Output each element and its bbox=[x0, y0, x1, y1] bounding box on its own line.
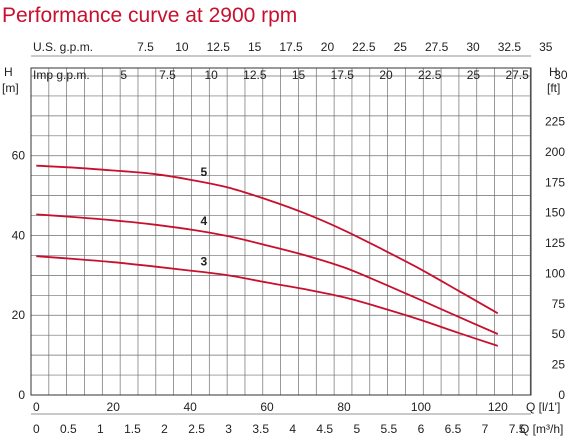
x-imp-gpm-tick-label: 15 bbox=[292, 68, 306, 82]
x-m3h-tick-label: 2 bbox=[161, 422, 168, 436]
x-m3h-tick-label: 6.5 bbox=[445, 422, 462, 436]
y-right-tick-label: 200 bbox=[545, 145, 565, 159]
pump-curve-5 bbox=[36, 164, 499, 315]
x-imp-gpm-axis-label: Imp g.p.m. bbox=[33, 68, 90, 82]
x-imp-gpm-tick-label: 10 bbox=[204, 68, 218, 82]
x-main-axis-label: Q [l/1'] bbox=[526, 400, 560, 414]
y-left-axis-unit: [m] bbox=[2, 81, 19, 95]
x-m3h-tick-label: 4 bbox=[289, 422, 296, 436]
y-right-tick-label: 175 bbox=[545, 175, 565, 189]
x-imp-gpm-tick-label: 27.5 bbox=[505, 68, 529, 82]
pump-curve-4 bbox=[36, 213, 499, 335]
x-m3h-axis-label: Q [m³/h] bbox=[520, 422, 563, 436]
pump-curve-3 bbox=[36, 255, 499, 347]
y-left-tick-label: 0 bbox=[18, 388, 25, 402]
x-us-gpm-tick-label: 10 bbox=[175, 40, 189, 54]
curve-label-5: 5 bbox=[201, 165, 208, 179]
y-right-tick-label: 75 bbox=[552, 297, 566, 311]
curve-label-4: 4 bbox=[201, 214, 208, 228]
x-m3h-tick-label: 7 bbox=[482, 422, 489, 436]
x-imp-gpm-tick-label: 20 bbox=[379, 68, 393, 82]
y-left-tick-label: 20 bbox=[12, 308, 26, 322]
x-main-tick-label: 20 bbox=[107, 400, 121, 414]
curve-label-3: 3 bbox=[201, 254, 208, 268]
x-us-gpm-tick-label: 35 bbox=[539, 40, 553, 54]
y-right-tick-label: 150 bbox=[545, 206, 565, 220]
x-main-tick-label: 120 bbox=[488, 400, 508, 414]
x-m3h-tick-label: 1 bbox=[97, 422, 104, 436]
x-imp-gpm-tick-label: 5 bbox=[120, 68, 127, 82]
x-us-gpm-tick-label: 12.5 bbox=[207, 40, 231, 54]
x-m3h-tick-label: 2.5 bbox=[188, 422, 205, 436]
x-m3h-tick-label: 5.5 bbox=[381, 422, 398, 436]
x-main-tick-label: 100 bbox=[411, 400, 431, 414]
x-us-gpm-tick-label: 7.5 bbox=[137, 40, 154, 54]
y-right-tick-label: 50 bbox=[552, 327, 566, 341]
x-m3h-tick-label: 4.5 bbox=[316, 422, 333, 436]
x-us-gpm-tick-label: 27.5 bbox=[425, 40, 449, 54]
curves: 5 4 3 bbox=[36, 164, 499, 347]
plot-frame bbox=[30, 67, 532, 396]
chart-title: Performance curve at 2900 rpm bbox=[2, 4, 297, 27]
y-left-axis-label: H bbox=[4, 65, 13, 79]
y-right-axis-label: H bbox=[549, 65, 558, 79]
x-imp-gpm-tick-label: 7.5 bbox=[159, 68, 176, 82]
y-right-tick-label: 225 bbox=[545, 115, 565, 129]
y-right-tick-label: 25 bbox=[552, 358, 566, 372]
grid bbox=[30, 55, 532, 415]
x-m3h-tick-label: 6 bbox=[418, 422, 425, 436]
x-m3h-tick-label: 3.5 bbox=[252, 422, 269, 436]
x-main-tick-label: 40 bbox=[183, 400, 197, 414]
x-us-gpm-tick-label: 17.5 bbox=[279, 40, 303, 54]
x-imp-gpm-tick-label: 22.5 bbox=[418, 68, 442, 82]
x-us-gpm-tick-label: 20 bbox=[321, 40, 335, 54]
x-main-tick-label: 0 bbox=[33, 400, 40, 414]
y-right-tick-label: 125 bbox=[545, 236, 565, 250]
x-m3h-tick-label: 5 bbox=[353, 422, 360, 436]
x-main-tick-label: 60 bbox=[260, 400, 274, 414]
x-us-gpm-tick-label: 32.5 bbox=[498, 40, 522, 54]
x-main-tick-label: 80 bbox=[337, 400, 351, 414]
x-us-gpm-tick-label: 15 bbox=[248, 40, 262, 54]
x-imp-gpm-tick-label: 30 bbox=[554, 68, 568, 82]
x-imp-gpm-tick-label: 12.5 bbox=[243, 68, 267, 82]
x-us-gpm-tick-label: 25 bbox=[394, 40, 408, 54]
x-us-gpm-axis-label: U.S. g.p.m. bbox=[33, 40, 93, 54]
x-m3h-tick-label: 3 bbox=[225, 422, 232, 436]
x-m3h-tick-label: 0.5 bbox=[60, 422, 77, 436]
x-m3h-tick-label: 7.5 bbox=[509, 422, 526, 436]
y-right-tick-label: 100 bbox=[545, 266, 565, 280]
x-imp-gpm-tick-label: 17.5 bbox=[331, 68, 355, 82]
y-left-tick-label: 60 bbox=[12, 149, 26, 163]
axis-labels: 0204060H[m]0255075100125150175200225H[ft… bbox=[2, 40, 568, 436]
x-m3h-tick-label: 0 bbox=[33, 422, 40, 436]
y-right-tick-label: 0 bbox=[558, 388, 565, 402]
x-us-gpm-tick-label: 22.5 bbox=[352, 40, 376, 54]
x-m3h-tick-label: 1.5 bbox=[124, 422, 141, 436]
y-left-tick-label: 40 bbox=[12, 228, 26, 242]
x-us-gpm-tick-label: 30 bbox=[466, 40, 480, 54]
y-right-axis-unit: [ft] bbox=[547, 81, 560, 95]
x-imp-gpm-tick-label: 25 bbox=[467, 68, 481, 82]
